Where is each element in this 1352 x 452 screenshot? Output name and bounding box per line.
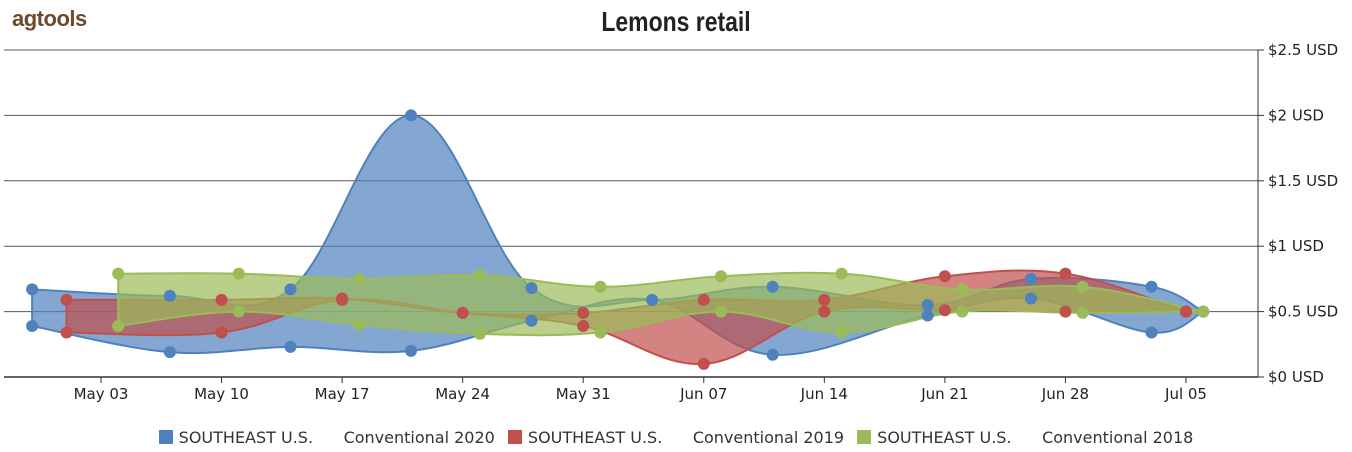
point-low-1 (456, 306, 469, 319)
legend-label-2020-type: Conventional 2020 (343, 428, 495, 447)
point-high-2 (1076, 280, 1089, 293)
point-low-0 (26, 319, 39, 332)
point-high-0 (921, 299, 934, 312)
legend-label-2018-region: SOUTHEAST U.S. (877, 428, 1012, 447)
x-tick-label: Jun 14 (800, 385, 848, 403)
point-low-0 (1025, 292, 1037, 305)
point-high-0 (1025, 272, 1037, 285)
point-low-0 (163, 346, 176, 359)
legend: SOUTHEAST U.S. Conventional 2020 SOUTHEA… (0, 428, 1352, 447)
point-high-2 (715, 270, 727, 283)
point-high-0 (26, 283, 39, 296)
x-tick-label: May 31 (556, 385, 611, 403)
legend-item-2018[interactable]: SOUTHEAST U.S. Conventional 2018 (857, 428, 1193, 447)
legend-label-2019-type: Conventional 2019 (692, 428, 845, 447)
point-high-1 (697, 293, 710, 306)
point-low-1 (938, 304, 951, 317)
point-low-0 (525, 314, 538, 327)
x-tick-label: May 17 (315, 385, 370, 403)
point-high-0 (525, 282, 538, 295)
legend-swatch-2020 (158, 430, 173, 444)
point-low-1 (577, 319, 590, 332)
point-low-2 (1076, 306, 1089, 319)
legend-item-2019[interactable]: SOUTHEAST U.S. Conventional 2019 (507, 428, 845, 447)
point-low-2 (353, 318, 366, 331)
point-high-2 (353, 272, 366, 285)
point-low-1 (697, 357, 710, 370)
series-points (26, 109, 1210, 370)
axes: $0 USD $0.5 USD $1 USD $1.5 USD $2 USD $2.5 U… (4, 41, 1338, 403)
point-low-2 (594, 326, 607, 339)
x-tick-label: May 24 (435, 385, 490, 403)
point-low-2 (956, 305, 969, 318)
point-low-0 (766, 348, 779, 361)
point-low-1 (215, 326, 228, 339)
point-high-2 (956, 283, 969, 296)
point-low-0 (1145, 326, 1158, 339)
x-tick-label: May 03 (74, 385, 129, 403)
point-low-2 (715, 305, 727, 318)
x-tick-label: Jul 05 (1164, 385, 1207, 403)
y-tick-label: $0 USD (1268, 368, 1324, 386)
chart-title: Lemons retail (601, 6, 751, 37)
point-high-2 (112, 267, 125, 280)
x-tick-label: Jun 21 (920, 385, 968, 403)
point-high-1 (1059, 267, 1072, 280)
point-high-0 (405, 109, 417, 122)
agtools-logo[interactable]: agtools (12, 6, 87, 32)
point-high-2 (594, 280, 607, 293)
y-tick-label: $1 USD (1268, 237, 1324, 255)
point-low-2 (473, 327, 486, 340)
point-low-1 (818, 305, 831, 318)
point-high-1 (577, 306, 590, 319)
y-tick-label: $2 USD (1268, 106, 1324, 124)
x-tick-label: Jun 07 (679, 385, 727, 403)
legend-label-2020-region: SOUTHEAST U.S. (178, 428, 314, 447)
point-high-1 (818, 293, 831, 306)
point-low-2 (1197, 305, 1210, 318)
point-low-0 (405, 344, 417, 357)
legend-item-2020[interactable]: SOUTHEAST U.S. Conventional 2020 (158, 428, 495, 447)
series-areas (31, 114, 1206, 365)
legend-label-2019-region: SOUTHEAST U.S. (527, 428, 663, 447)
point-high-0 (1145, 280, 1158, 293)
legend-swatch-2018 (857, 430, 872, 444)
point-high-2 (232, 267, 245, 280)
point-high-0 (766, 280, 779, 293)
legend-label-2018-type: Conventional 2018 (1042, 428, 1194, 447)
point-low-1 (1180, 305, 1192, 318)
legend-swatch-2019 (507, 430, 522, 444)
point-high-1 (60, 293, 73, 306)
point-low-2 (112, 319, 125, 332)
point-low-2 (232, 305, 245, 318)
point-high-1 (938, 270, 951, 283)
point-low-0 (921, 309, 934, 322)
point-high-0 (284, 283, 297, 296)
y-tick-label: $2.5 USD (1268, 41, 1338, 59)
point-low-0 (284, 340, 297, 353)
logo-text: agtools (12, 6, 87, 31)
point-low-1 (1059, 305, 1072, 318)
point-high-2 (473, 268, 486, 281)
point-high-2 (835, 267, 848, 280)
point-high-0 (163, 289, 176, 302)
point-low-0 (646, 293, 659, 306)
point-high-1 (215, 293, 228, 306)
point-low-1 (60, 326, 73, 339)
point-low-1 (336, 293, 349, 306)
x-tick-label: May 10 (194, 385, 249, 403)
y-tick-label: $0.5 USD (1268, 303, 1338, 321)
point-low-2 (835, 326, 848, 339)
x-tick-label: Jun 28 (1041, 385, 1089, 403)
y-tick-label: $1.5 USD (1268, 172, 1338, 190)
